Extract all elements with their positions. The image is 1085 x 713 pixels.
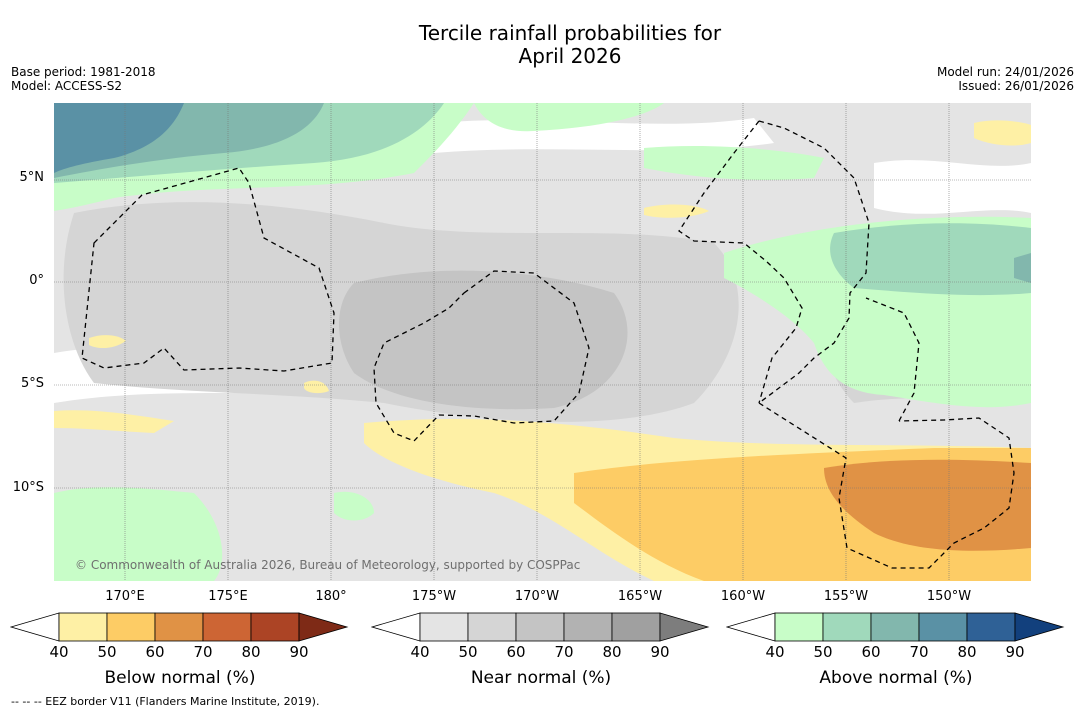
cbar-tick: 80: [602, 643, 622, 661]
colorbar-lower-extend: [9, 612, 60, 642]
colorbar-swatch: [202, 612, 252, 642]
title-line-1: Tercile rainfall probabilities for: [418, 21, 722, 45]
above-normal-40-region: [644, 146, 824, 180]
colorbar-swatch: [250, 612, 300, 642]
cbar-tick: 70: [554, 643, 574, 661]
colorbar-swatch: [515, 612, 565, 642]
colorbar-below-normal: 40 50 60 70 80 90 Below normal (%): [9, 612, 350, 688]
cbar-tick: 50: [813, 643, 833, 661]
lon-label-155w: 155°W: [823, 589, 869, 604]
below-normal-40-region: [54, 410, 174, 433]
lon-label-180: 180°: [315, 589, 347, 604]
colorbar-upper-extend: [298, 612, 349, 642]
cbar-tick: 60: [145, 643, 165, 661]
issued-date: Issued: 26/01/2026: [958, 79, 1074, 93]
colorbar-swatch: [563, 612, 613, 642]
colorbar-swatch: [419, 612, 469, 642]
colorbar-swatch: [870, 612, 920, 642]
cbar-tick: 70: [193, 643, 213, 661]
colorbar-above-normal: 40 50 60 70 80 90 Above normal (%): [725, 612, 1066, 688]
below-normal-40-region: [304, 380, 329, 394]
map-canvas: [54, 103, 1031, 581]
colorbar-above-normal-label: Above normal (%): [819, 668, 973, 688]
below-normal-40-region: [644, 204, 709, 218]
colorbar-near-normal-swatches: [370, 612, 710, 642]
lon-label-170w: 170°W: [514, 589, 560, 604]
eez-footnote: -- -- -- EEZ border V11 (Flanders Marine…: [11, 695, 320, 708]
colorbar-upper-extend: [1014, 612, 1065, 642]
cbar-tick: 40: [49, 643, 69, 661]
above-normal-40-region: [334, 491, 374, 521]
cbar-tick: 80: [241, 643, 261, 661]
colorbar-lower-extend: [370, 612, 421, 642]
eez-border-east-inner: [678, 120, 803, 404]
colorbar-upper-extend: [659, 612, 710, 642]
cbar-tick: 40: [410, 643, 430, 661]
colorbar-near-normal-ticks: 40 50 60 70 80 90: [371, 643, 711, 661]
colorbar-swatch: [154, 612, 204, 642]
map-title: Tercile rainfall probabilities for April…: [0, 22, 1085, 68]
colorbar-swatch: [467, 612, 517, 642]
colorbar-near-normal: 40 50 60 70 80 90 Near normal (%): [370, 612, 711, 688]
below-normal-60-region: [824, 459, 1031, 551]
cbar-tick: 70: [909, 643, 929, 661]
eez-border-east-upper: [758, 120, 870, 404]
above-normal-40-region: [474, 103, 664, 132]
colorbar-swatch: [611, 612, 661, 642]
cbar-tick: 90: [289, 643, 309, 661]
cbar-tick: 60: [861, 643, 881, 661]
near-normal-60-region: [339, 270, 628, 410]
eez-borders: [81, 120, 1015, 569]
colorbar-swatch: [822, 612, 872, 642]
above-normal-40-region: [54, 487, 223, 581]
below-normal-40-region: [974, 120, 1031, 146]
cbar-tick: 80: [957, 643, 977, 661]
lon-label-165w: 165°W: [617, 589, 663, 604]
base-period: Base period: 1981-2018: [11, 65, 156, 79]
cbar-tick: 40: [765, 643, 785, 661]
lon-label-150w: 150°W: [926, 589, 972, 604]
lon-label-175w: 175°W: [411, 589, 457, 604]
cbar-tick: 90: [1005, 643, 1025, 661]
lat-label-5n: 5°N: [19, 170, 45, 185]
colorbar-swatch: [966, 612, 1016, 642]
lat-label-10s: 10°S: [12, 480, 44, 495]
colorbar-above-normal-ticks: 40 50 60 70 80 90: [726, 643, 1066, 661]
lon-label-160w: 160°W: [720, 589, 766, 604]
below-normal-40-region: [89, 335, 126, 349]
lat-label-0: 0°: [29, 273, 44, 288]
lon-label-175e: 175°E: [208, 589, 248, 604]
model-name: Model: ACCESS-S2: [11, 79, 123, 93]
meta-right: Model run: 24/01/2026 Issued: 26/01/2026: [937, 65, 1074, 93]
colorbar-swatch: [58, 612, 108, 642]
white-patch-region: [874, 160, 1031, 214]
cbar-tick: 50: [458, 643, 478, 661]
lon-label-170e: 170°E: [105, 589, 145, 604]
colorbar-below-normal-ticks: 40 50 60 70 80 90: [10, 643, 350, 661]
colorbar-near-normal-label: Near normal (%): [470, 668, 612, 688]
colorbar-below-normal-swatches: [9, 612, 349, 642]
gridlines: [54, 103, 1031, 581]
colorbar-above-normal-swatches: [725, 612, 1065, 642]
meta-left: Base period: 1981-2018 Model: ACCESS-S2: [11, 65, 156, 93]
title-line-2: April 2026: [518, 44, 622, 68]
colorbar-swatch: [774, 612, 824, 642]
copyright-text: © Commonwealth of Australia 2026, Bureau…: [75, 558, 581, 572]
above-normal-50-region: [830, 223, 1031, 296]
eez-border-east-link: [865, 297, 920, 422]
probability-map: [54, 103, 1031, 581]
eez-border-central: [373, 270, 590, 442]
lat-label-5s: 5°S: [20, 376, 44, 391]
cbar-tick: 60: [506, 643, 526, 661]
cbar-tick: 90: [650, 643, 670, 661]
colorbar-swatch: [918, 612, 968, 642]
cbar-tick: 50: [97, 643, 117, 661]
colorbar-lower-extend: [725, 612, 776, 642]
model-run-date: Model run: 24/01/2026: [936, 65, 1074, 79]
colorbar-swatch: [106, 612, 156, 642]
above-normal-60-region: [1014, 253, 1031, 283]
colorbar-below-normal-label: Below normal (%): [104, 668, 256, 688]
above-normal-70-region: [54, 103, 184, 173]
